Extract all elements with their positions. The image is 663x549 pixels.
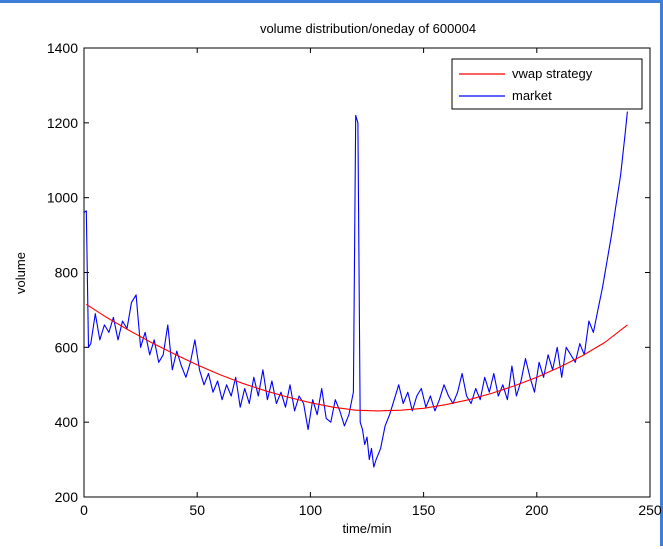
y-tick-label: 800 [55,265,79,281]
x-tick-label: 150 [412,502,436,518]
market-line [83,111,628,468]
x-axis-label: time/min [342,521,391,536]
legend-label-market: market [512,88,552,103]
line-chart: volume distribution/oneday of 600004 0 50… [13,21,662,536]
legend: vwap strategy market [451,58,643,110]
x-tick-label: 200 [525,502,549,518]
y-tick-label: 400 [55,414,79,430]
legend-box [451,58,643,110]
axis-ticks: 0 50 100 150 200 250 200 400 600 800 1000 1200 1400 [47,40,662,518]
x-tick-label: 0 [80,502,88,518]
y-tick-label: 600 [55,339,79,355]
x-tick-label: 250 [638,502,662,518]
plot-area [83,47,651,498]
vwap-strategy-line [86,303,628,412]
y-tick-label: 1200 [47,115,78,131]
x-tick-label: 50 [189,502,205,518]
series-lines [83,111,628,468]
chart-title: volume distribution/oneday of 600004 [260,21,476,36]
y-tick-label: 200 [55,489,79,505]
legend-label-vwap: vwap strategy [512,66,593,81]
y-axis-label: volume [13,252,28,294]
y-tick-label: 1400 [47,40,78,56]
x-tick-label: 100 [299,502,323,518]
y-tick-label: 1000 [47,190,78,206]
